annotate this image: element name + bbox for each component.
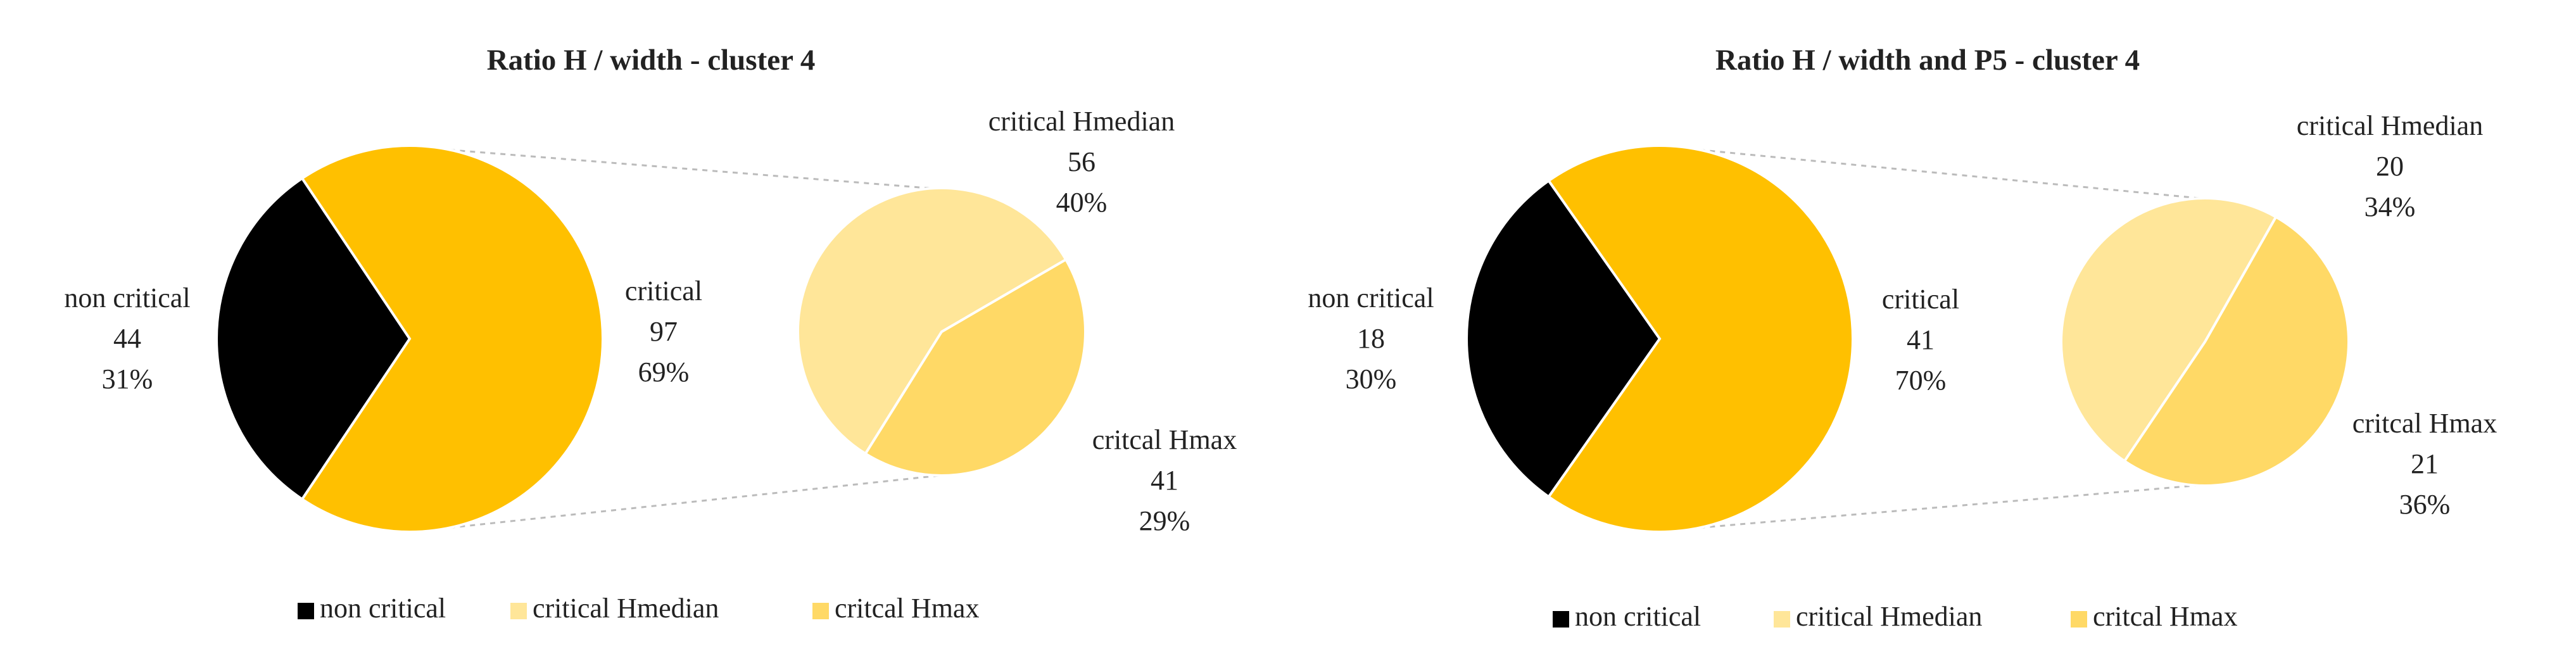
- sub-slice-percent: 36%: [2399, 489, 2451, 520]
- slice-label: critical: [1882, 284, 1959, 315]
- legend-label: critcal Hmax: [835, 593, 979, 624]
- legend-label: non critical: [320, 593, 446, 624]
- slice-percent: 70%: [1895, 365, 1947, 396]
- slice-label: critical: [625, 275, 702, 306]
- legend-swatch: [2071, 611, 2087, 628]
- legend-label: critical Hmedian: [533, 593, 719, 624]
- sub-slice-value: 20: [2376, 151, 2404, 182]
- slice-value: 44: [113, 323, 141, 354]
- connector-line: [1700, 481, 2238, 529]
- slice-percent: 31%: [102, 363, 153, 394]
- slice-value: 41: [1907, 324, 1935, 355]
- slice-percent: 69%: [638, 356, 690, 388]
- legend-swatch: [1774, 611, 1790, 628]
- chart-title: Ratio H / width and P5 - cluster 4: [1715, 44, 2140, 77]
- sub-slice-percent: 34%: [2364, 191, 2416, 222]
- slice-percent: 30%: [1346, 363, 1397, 394]
- slice-value: 97: [650, 316, 678, 347]
- sub-slice-label: critcal Hmax: [1092, 424, 1237, 455]
- connector-line: [450, 470, 975, 529]
- sub-slice-label: critical Hmedian: [2297, 110, 2483, 141]
- slice-label: non critical: [1308, 282, 1434, 313]
- sub-slice-percent: 40%: [1056, 187, 1108, 218]
- legend-label: critical Hmedian: [1796, 601, 1982, 632]
- sub-pie-slice: [863, 258, 1087, 477]
- slice-value: 18: [1357, 323, 1385, 354]
- pie-slice: [300, 144, 604, 533]
- legend-swatch: [812, 603, 829, 619]
- sub-slice-value: 41: [1151, 465, 1178, 496]
- legend-swatch: [1553, 611, 1569, 628]
- connector-line: [450, 149, 975, 193]
- pie-slice: [1465, 179, 1662, 499]
- sub-slice-label: critical Hmedian: [988, 106, 1175, 137]
- pie-slice: [1546, 144, 1855, 533]
- sub-pie-slice: [2123, 215, 2350, 487]
- sub-slice-value: 21: [2411, 448, 2439, 479]
- chart-title: Ratio H / width - cluster 4: [487, 44, 816, 77]
- legend-label: critcal Hmax: [2093, 601, 2237, 632]
- pie-slice: [215, 176, 412, 501]
- connector-line: [1700, 149, 2238, 203]
- legend-swatch: [298, 603, 314, 619]
- legend-swatch: [510, 603, 527, 619]
- sub-slice-label: critcal Hmax: [2352, 408, 2497, 439]
- legend-label: non critical: [1575, 601, 1701, 632]
- sub-slice-percent: 29%: [1139, 505, 1190, 536]
- slice-label: non critical: [64, 282, 190, 313]
- sub-pie-slice: [797, 186, 1068, 456]
- sub-slice-value: 56: [1068, 146, 1095, 177]
- sub-pie-slice: [2059, 197, 2278, 463]
